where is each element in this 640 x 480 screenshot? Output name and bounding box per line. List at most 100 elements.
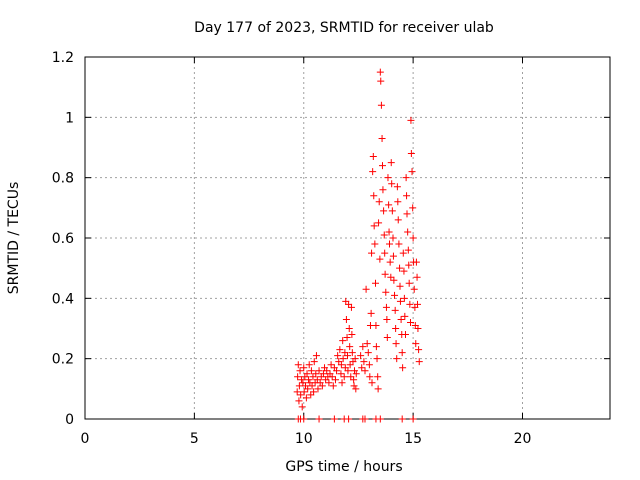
data-point [315, 415, 323, 423]
data-point [294, 361, 302, 369]
data-point [401, 312, 409, 320]
data-point [371, 240, 379, 248]
data-point [403, 192, 411, 200]
data-points [293, 68, 423, 423]
data-point [300, 364, 308, 372]
data-point [327, 361, 335, 369]
data-point [396, 297, 404, 305]
data-point [314, 385, 322, 393]
data-point [328, 373, 336, 381]
data-point [323, 367, 331, 375]
data-point [350, 376, 358, 384]
data-point [293, 388, 301, 396]
data-point [310, 388, 318, 396]
data-point [375, 198, 383, 206]
data-point [395, 240, 403, 248]
data-point [396, 264, 404, 272]
data-point [394, 198, 402, 206]
chart-title: Day 177 of 2023, SRMTID for receiver ula… [194, 20, 494, 36]
data-point [329, 382, 337, 390]
data-point [312, 370, 320, 378]
data-point [384, 174, 392, 182]
data-point [345, 300, 353, 308]
data-point [346, 343, 354, 351]
data-point [325, 379, 333, 387]
data-point [345, 325, 353, 332]
data-point [387, 159, 395, 167]
data-point [361, 415, 369, 423]
data-point [344, 367, 352, 375]
data-point [305, 361, 313, 369]
data-point [313, 376, 321, 384]
data-point [366, 373, 374, 381]
x-axis-label: GPS time / hours [285, 459, 402, 475]
data-point [379, 186, 387, 194]
data-point [374, 373, 382, 381]
data-point [295, 382, 303, 390]
data-point [376, 415, 384, 423]
y-tick-label: 0.8 [52, 171, 74, 187]
data-point [383, 334, 391, 342]
data-point [351, 355, 359, 363]
data-point [303, 370, 311, 378]
data-point [370, 192, 378, 200]
data-point [376, 68, 384, 76]
y-tick-label: 1.2 [52, 50, 74, 66]
y-tick-label: 0.4 [52, 291, 74, 307]
data-point [409, 415, 417, 423]
data-point [409, 234, 417, 242]
data-point [382, 288, 390, 296]
data-point [405, 261, 413, 269]
data-point [377, 101, 385, 109]
tick-layer: 0 0.2 0.4 0.6 0.8 1 1.2 0 5 10 15 20 [52, 50, 610, 447]
data-point [413, 273, 421, 281]
data-point [345, 415, 353, 423]
data-point [362, 285, 370, 293]
data-point [373, 355, 381, 363]
data-point [407, 150, 415, 158]
data-point [312, 352, 320, 360]
data-point [380, 231, 388, 239]
y-tick-label: 0.2 [52, 352, 74, 368]
data-point [385, 201, 393, 209]
x-tick-label: 0 [81, 431, 90, 447]
data-point [388, 180, 396, 188]
data-point [352, 385, 360, 393]
data-point [405, 279, 413, 287]
data-point [392, 325, 400, 332]
data-point [336, 346, 344, 354]
data-point [298, 403, 306, 411]
data-point [357, 352, 365, 360]
data-point [408, 168, 416, 176]
data-point [396, 282, 404, 290]
data-point [393, 355, 401, 363]
data-point [348, 331, 356, 339]
data-point [372, 279, 379, 287]
data-point [410, 285, 418, 293]
data-point [407, 116, 415, 124]
data-point [404, 246, 412, 254]
data-point [351, 367, 358, 375]
data-point [388, 207, 396, 215]
data-point [403, 210, 411, 218]
data-point [415, 346, 423, 354]
data-point [383, 315, 391, 323]
data-point [412, 258, 420, 266]
data-point [392, 340, 400, 348]
data-point [389, 234, 397, 242]
data-point [346, 361, 354, 369]
data-point [367, 309, 375, 317]
data-point [315, 367, 323, 375]
data-point [339, 337, 347, 345]
y-tick-label: 1 [65, 110, 74, 126]
data-point [343, 334, 351, 342]
data-point [296, 367, 304, 375]
data-point [369, 153, 377, 161]
data-point [370, 222, 378, 230]
data-point [364, 349, 372, 357]
data-point [337, 361, 345, 369]
data-point [302, 394, 310, 402]
data-point [382, 303, 390, 311]
data-point [350, 382, 358, 390]
